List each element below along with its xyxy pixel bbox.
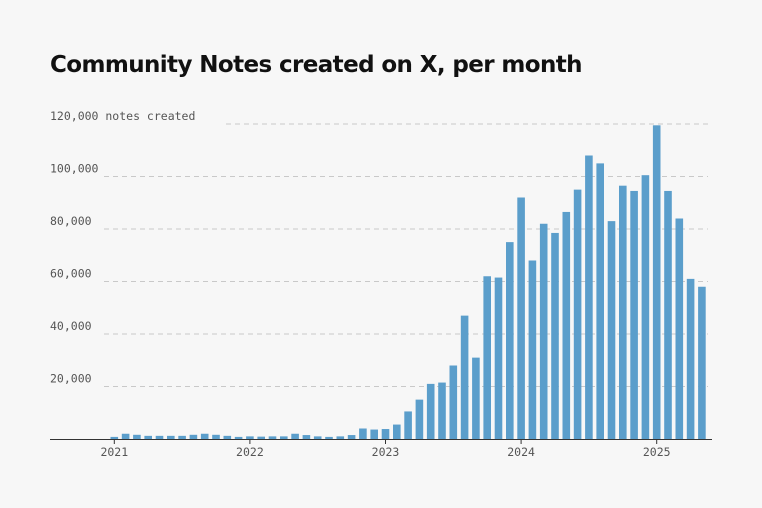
- bar: [506, 242, 514, 439]
- bar: [167, 435, 175, 439]
- bar: [246, 436, 254, 439]
- bar: [652, 125, 661, 439]
- y-tick-label: 120,000 notes created: [50, 109, 195, 123]
- chart-title: Community Notes created on X, per month: [50, 52, 583, 78]
- gridlines: [104, 123, 708, 387]
- x-tick-label: 2024: [507, 445, 535, 459]
- bar: [619, 185, 627, 439]
- bar: [539, 223, 548, 439]
- y-tick-label: 60,000: [50, 267, 92, 281]
- bar: [381, 429, 390, 439]
- bar: [675, 218, 684, 439]
- bars: [110, 125, 706, 439]
- bar: [302, 435, 311, 439]
- bar: [551, 232, 559, 439]
- bar: [494, 277, 503, 439]
- bar: [178, 435, 186, 439]
- bar: [483, 276, 491, 439]
- bar: [686, 278, 695, 439]
- x-tick-label: 2022: [236, 445, 264, 459]
- bar: [347, 435, 356, 439]
- bar: [607, 221, 616, 439]
- bar: [585, 155, 593, 439]
- bar: [291, 433, 299, 439]
- bar: [212, 434, 220, 439]
- bar: [438, 382, 446, 439]
- bar: [234, 436, 243, 439]
- y-tick-label: 80,000: [50, 214, 92, 228]
- bar: [325, 436, 333, 439]
- bar: [664, 190, 672, 439]
- y-tick-label: 100,000: [50, 162, 99, 176]
- bar: [133, 434, 141, 439]
- bar: [336, 436, 345, 439]
- y-tick-label: 40,000: [50, 319, 92, 333]
- y-tick-label: 20,000: [50, 372, 92, 386]
- bar: [110, 436, 119, 439]
- x-axis-labels: 2021 2022 2023 2024 2025: [100, 439, 671, 459]
- bar: [562, 211, 571, 439]
- bar: [359, 428, 367, 439]
- bar: [189, 434, 198, 439]
- bar: [121, 433, 130, 439]
- bar: [257, 436, 265, 439]
- y-axis-labels: 20,000 40,000 60,000 80,000 100,000 120,000 n…: [50, 109, 195, 386]
- bar: [426, 383, 435, 439]
- bar: [630, 190, 638, 439]
- bar: [155, 435, 164, 439]
- bar: [517, 197, 525, 439]
- bar: [596, 163, 604, 439]
- bar: [280, 436, 288, 439]
- x-tick-label: 2023: [372, 445, 400, 459]
- bar: [641, 175, 650, 439]
- bar: [313, 436, 322, 439]
- bar: [698, 286, 706, 439]
- bar: [404, 411, 412, 439]
- bar: [528, 260, 537, 439]
- bar: [268, 436, 277, 439]
- bar: [393, 424, 401, 439]
- x-tick-label: 2021: [100, 445, 128, 459]
- bar: [370, 429, 378, 439]
- bar: [200, 433, 209, 439]
- bar: [144, 435, 152, 439]
- bar: [449, 365, 458, 439]
- bar: [472, 357, 480, 439]
- x-tick-label: 2025: [643, 445, 671, 459]
- bar: [460, 315, 469, 439]
- bar: [415, 399, 424, 439]
- bar: [223, 435, 232, 439]
- bar: [573, 189, 582, 439]
